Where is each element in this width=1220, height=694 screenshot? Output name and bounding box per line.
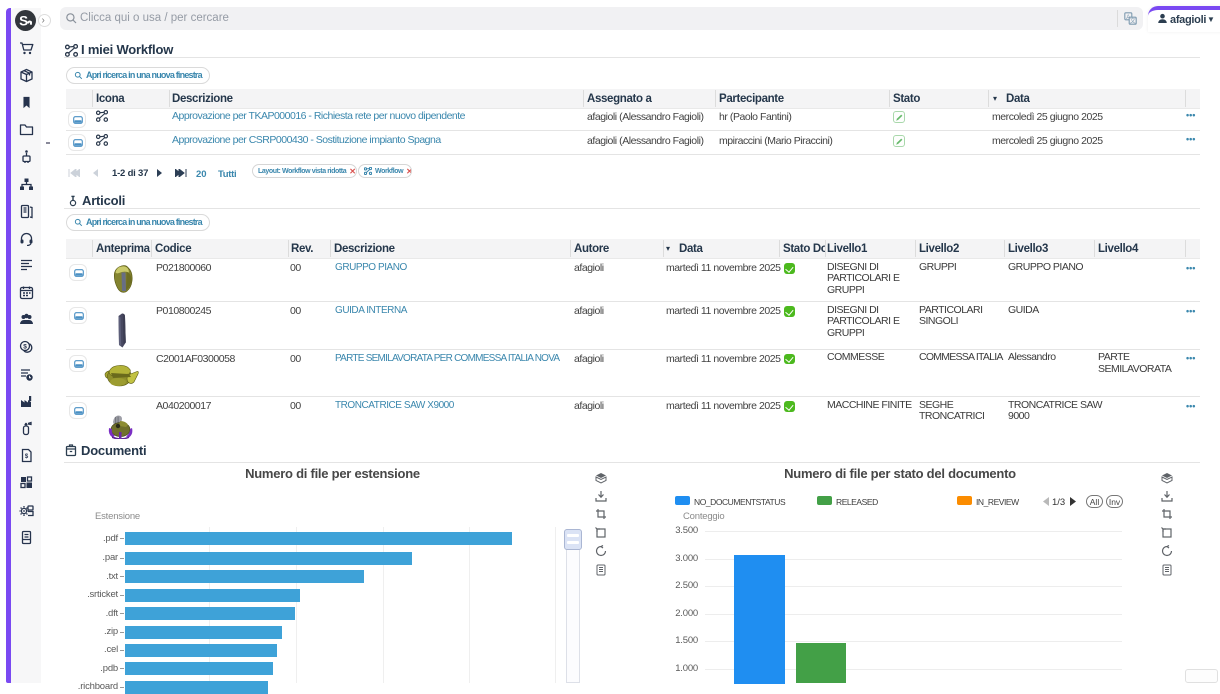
svg-text:文: 文 — [1130, 17, 1136, 25]
svg-text:S: S — [19, 14, 28, 29]
svg-text:$: $ — [23, 343, 27, 350]
svg-text:$: $ — [24, 454, 28, 460]
